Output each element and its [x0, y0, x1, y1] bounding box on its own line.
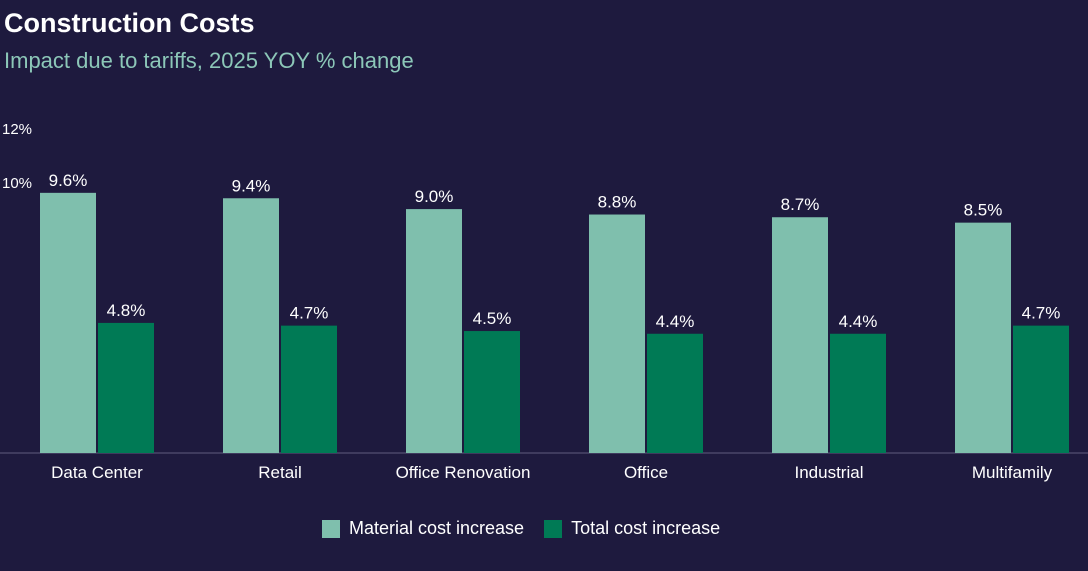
data-label: 8.7% — [781, 195, 820, 214]
legend-item-total: Total cost increase — [544, 518, 720, 539]
data-label: 4.7% — [1022, 304, 1061, 323]
x-tick-label: Office Renovation — [396, 463, 531, 482]
data-label: 9.0% — [415, 187, 454, 206]
bar-total — [281, 325, 337, 453]
x-tick-label: Data Center — [51, 463, 143, 482]
x-tick-label: Multifamily — [972, 463, 1053, 482]
data-label: 4.5% — [473, 309, 512, 328]
x-tick-label: Office — [624, 463, 668, 482]
bar-total — [830, 333, 886, 453]
bar-material — [40, 192, 96, 453]
legend: Material cost increase Total cost increa… — [322, 518, 732, 539]
data-label: 4.4% — [839, 312, 878, 331]
bar-total — [98, 322, 154, 453]
bar-material — [223, 198, 279, 453]
bar-material — [772, 217, 828, 453]
bar-material — [589, 214, 645, 453]
bar-total — [464, 331, 520, 453]
data-label: 8.8% — [598, 193, 637, 212]
data-label: 9.4% — [232, 176, 271, 195]
data-label: 8.5% — [964, 201, 1003, 220]
y-tick-label: 10% — [2, 175, 32, 192]
data-label: 4.8% — [107, 301, 146, 320]
data-label: 4.4% — [656, 312, 695, 331]
bar-total — [1013, 325, 1069, 453]
data-label: 9.6% — [49, 171, 88, 190]
bar-total — [647, 333, 703, 453]
legend-swatch-material — [322, 519, 340, 538]
legend-swatch-total — [544, 519, 563, 538]
bar-material — [406, 209, 462, 453]
y-tick-label: 12% — [2, 121, 32, 138]
data-label: 4.7% — [290, 304, 329, 323]
chart-title: Construction Costs — [4, 8, 255, 38]
legend-label-total: Total cost increase — [571, 518, 721, 538]
chart-subtitle: Impact due to tariffs, 2025 YOY % change — [4, 48, 414, 73]
x-tick-label: Retail — [258, 463, 301, 482]
legend-label-material: Material cost increase — [349, 518, 525, 538]
legend-item-material: Material cost increase — [322, 518, 524, 539]
bar-material — [955, 222, 1011, 453]
x-tick-label: Industrial — [795, 463, 864, 482]
